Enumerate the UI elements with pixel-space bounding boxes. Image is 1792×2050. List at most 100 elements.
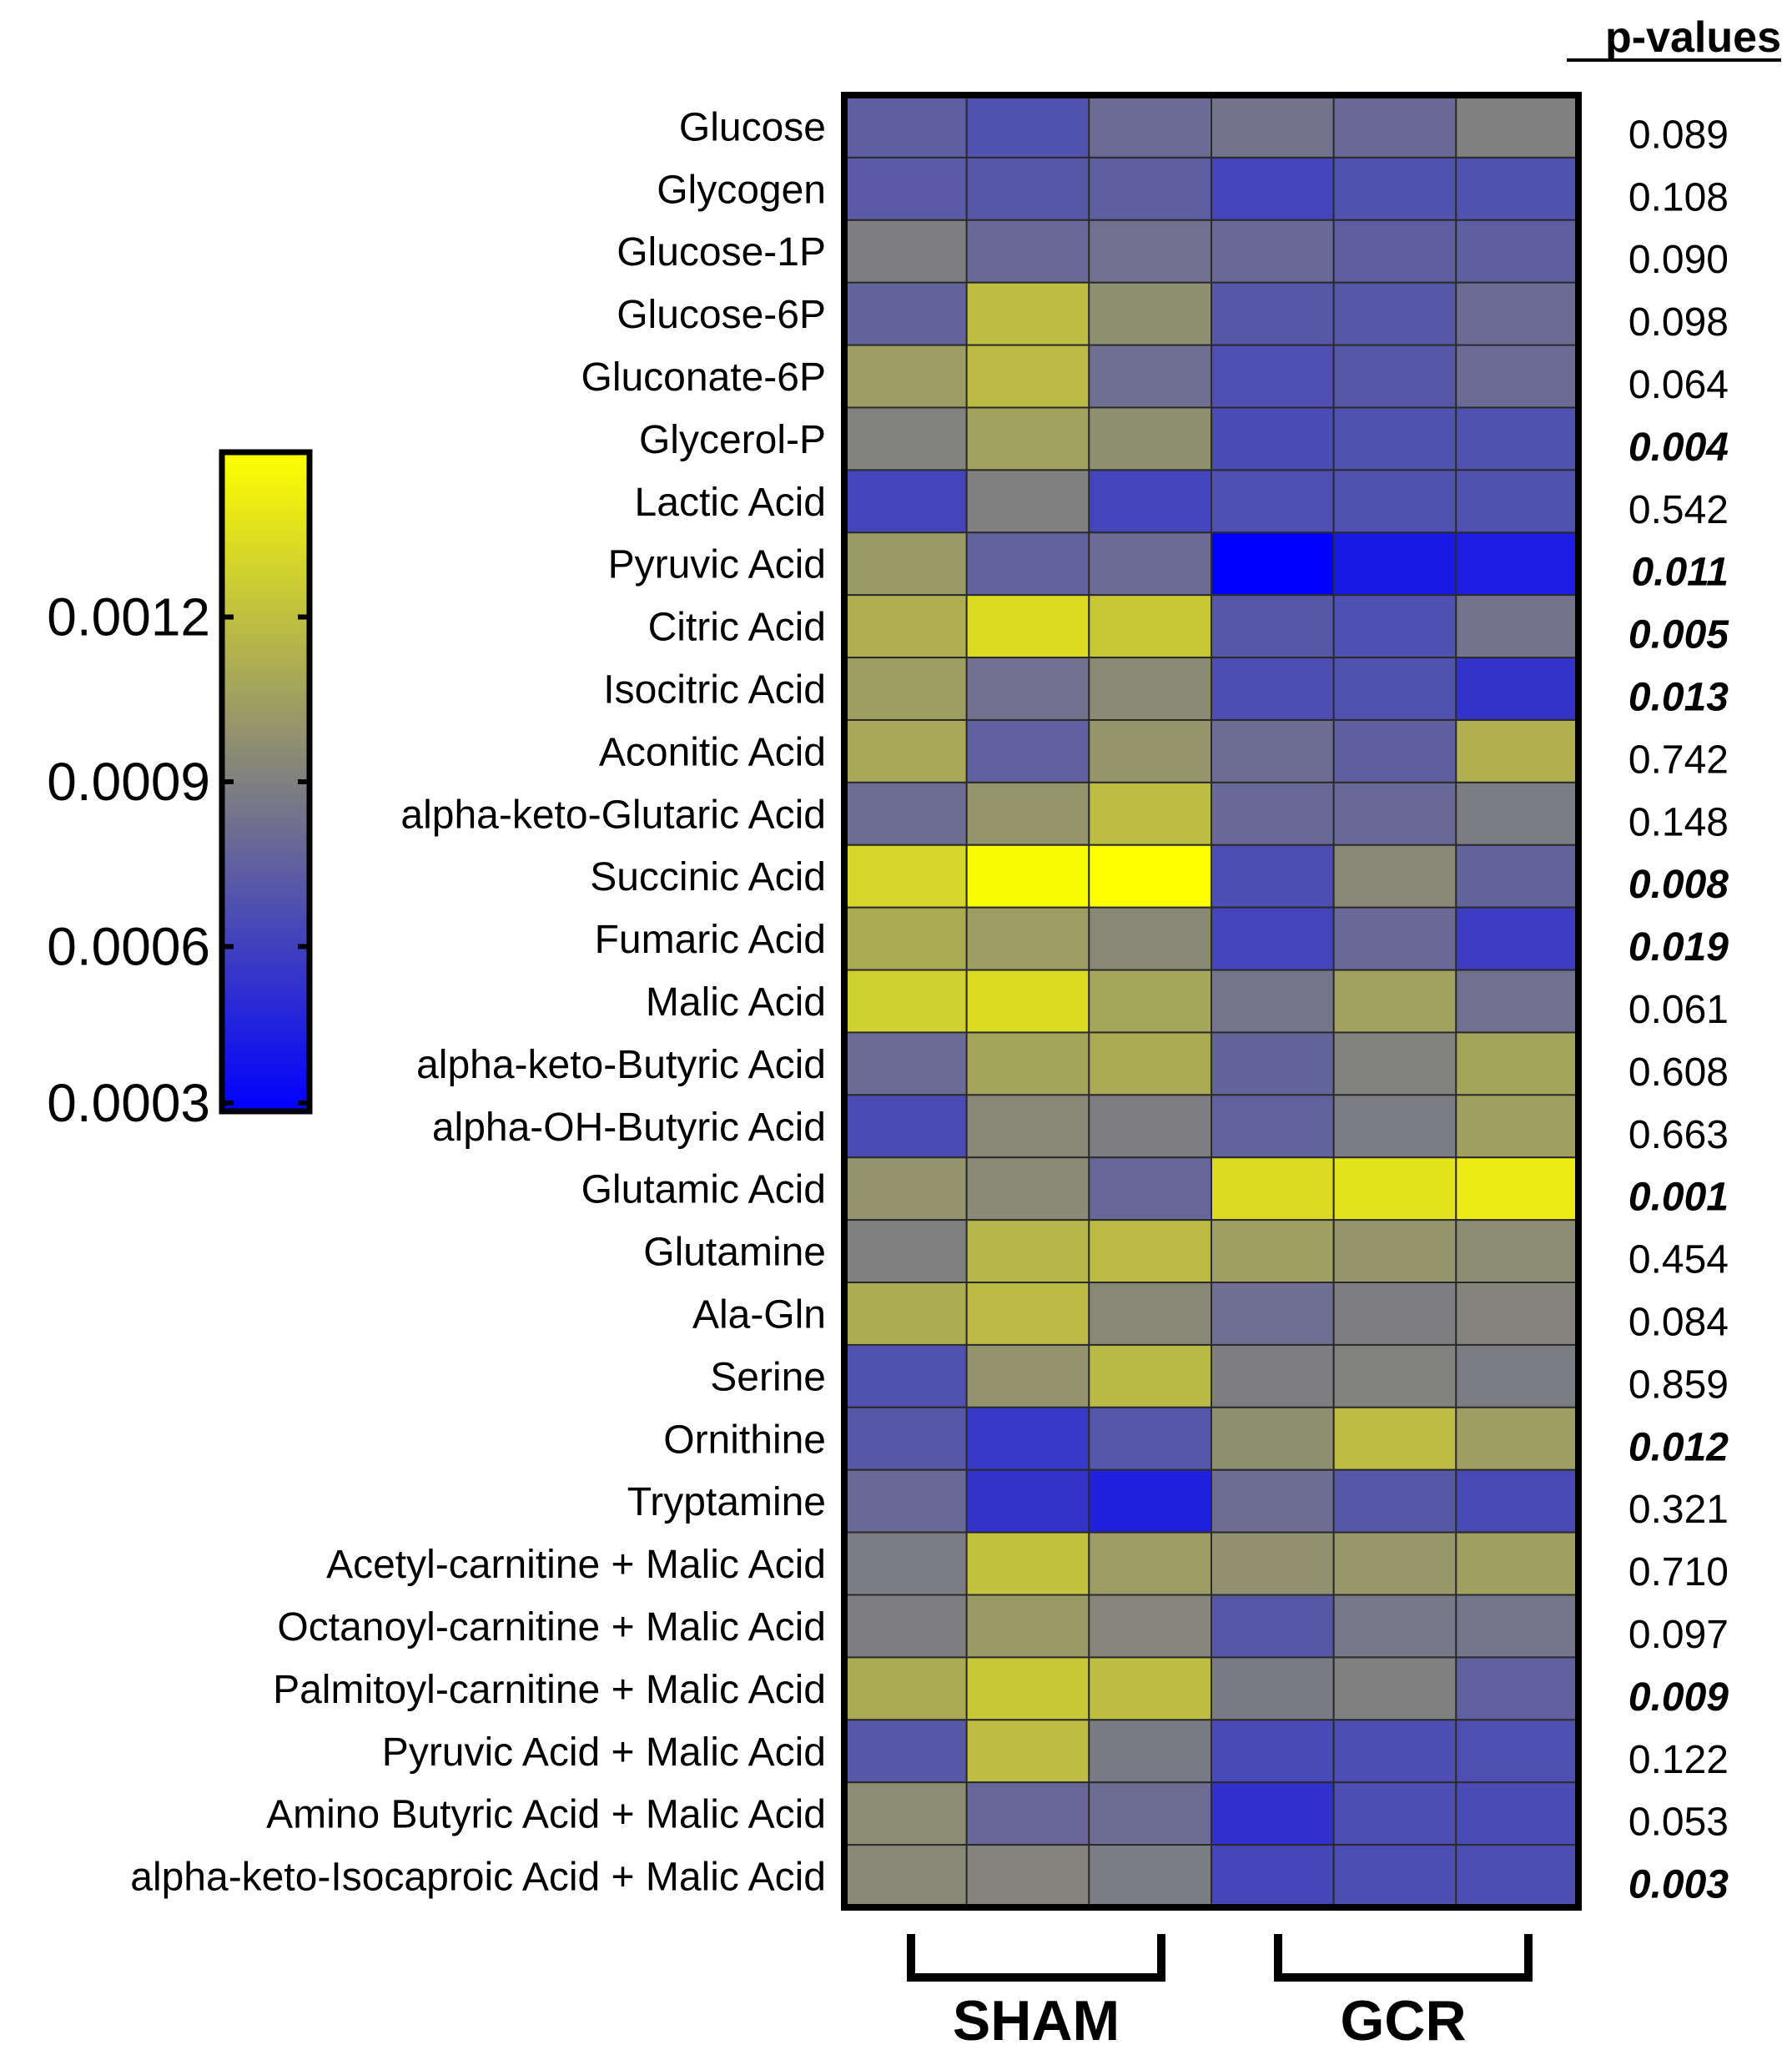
heatmap-cell — [1332, 1844, 1457, 1909]
heatmap-cell — [1455, 219, 1579, 284]
heatmap-cell — [1088, 781, 1212, 846]
colorbar-tick-label: 0.0012 — [47, 587, 210, 647]
p-values-header: p-values — [1605, 13, 1781, 62]
p-value: 0.148 — [1628, 800, 1729, 844]
heatmap-cell — [965, 906, 1090, 971]
heatmap-cell — [1088, 94, 1212, 159]
heatmap-cell — [965, 344, 1090, 409]
heatmap-cell — [843, 718, 968, 783]
heatmap-cell — [965, 281, 1090, 346]
row-label: Glucose-1P — [617, 230, 826, 275]
heatmap-cell — [843, 1531, 968, 1596]
heatmap-cell — [965, 94, 1090, 159]
colorbar-tick-label: 0.0009 — [47, 752, 210, 812]
p-value: 0.064 — [1628, 363, 1729, 407]
heatmap-cell — [1211, 1094, 1335, 1159]
heatmap-cell — [1455, 1219, 1579, 1284]
heatmap-cell — [1332, 844, 1457, 909]
heatmap-cell — [1211, 1719, 1335, 1784]
heatmap-cell — [1455, 406, 1579, 471]
p-value: 0.321 — [1628, 1488, 1729, 1532]
heatmap-cell — [1455, 531, 1579, 597]
p-value: 0.859 — [1628, 1362, 1729, 1407]
heatmap-cell — [1455, 1844, 1579, 1909]
row-label: Glutamic Acid — [581, 1168, 826, 1212]
heatmap-cell — [843, 594, 968, 659]
colorbar-tick-label: 0.0006 — [47, 917, 210, 977]
row-label: Aconitic Acid — [599, 730, 826, 774]
heatmap-cell — [1088, 1219, 1212, 1284]
heatmap-cell — [965, 1406, 1090, 1471]
p-value: 0.710 — [1628, 1550, 1729, 1594]
heatmap-cell — [1088, 344, 1212, 409]
heatmap-cell — [843, 781, 968, 846]
heatmap-cell — [1211, 594, 1335, 659]
heatmap-cell — [1332, 969, 1457, 1034]
p-value: 0.004 — [1628, 426, 1729, 470]
heatmap-cell — [1455, 1594, 1579, 1659]
p-value: 0.005 — [1628, 613, 1729, 657]
heatmap-cell — [1088, 718, 1212, 783]
group-label: GCR — [1340, 1989, 1466, 2050]
heatmap-cell — [843, 844, 968, 909]
heatmap-cell — [1455, 281, 1579, 346]
heatmap-cell — [843, 1406, 968, 1471]
heatmap-cell — [965, 156, 1090, 221]
heatmap-cell — [1332, 219, 1457, 284]
heatmap-cell — [1455, 344, 1579, 409]
heatmap-cell — [1332, 1594, 1457, 1659]
heatmap-cell — [1332, 1031, 1457, 1096]
heatmap-cell — [843, 344, 968, 409]
heatmap-cell — [1088, 1656, 1212, 1721]
heatmap-cell — [1455, 906, 1579, 971]
row-label: Citric Acid — [648, 606, 826, 650]
p-value: 0.012 — [1628, 1425, 1729, 1469]
heatmap-cell — [1332, 156, 1457, 221]
row-label: alpha-OH-Butyric Acid — [432, 1106, 826, 1150]
p-value: 0.013 — [1628, 676, 1729, 720]
heatmap-cell — [1455, 1781, 1579, 1846]
row-labels: Glucose Glycogen Glucose-1P Glucose-6P Gluco… — [130, 105, 826, 1899]
heatmap-cell — [965, 1781, 1090, 1846]
heatmap-cell — [1211, 906, 1335, 971]
heatmap-cell — [1088, 1343, 1212, 1408]
heatmap-cell — [1088, 281, 1212, 346]
heatmap-cell — [1455, 594, 1579, 659]
heatmap-cell — [1088, 1719, 1212, 1784]
p-value: 0.108 — [1628, 175, 1729, 219]
heatmap-cell — [1211, 1156, 1335, 1221]
p-value: 0.001 — [1628, 1176, 1729, 1220]
heatmap-cell — [1455, 657, 1579, 721]
heatmap-cell — [1211, 1656, 1335, 1721]
row-label: alpha-keto-Butyric Acid — [416, 1043, 826, 1087]
heatmap-cell — [1211, 1781, 1335, 1846]
heatmap-cell — [1455, 969, 1579, 1034]
heatmap-cell — [1211, 94, 1335, 159]
heatmap-cell — [1455, 781, 1579, 846]
heatmap-cell — [965, 657, 1090, 721]
row-label: Pyruvic Acid + Malic Acid — [382, 1730, 826, 1775]
heatmap-cell — [1332, 1656, 1457, 1721]
heatmap-cell — [843, 1343, 968, 1408]
row-label: Glycerol-P — [639, 418, 826, 462]
heatmap-border — [841, 92, 1582, 1911]
heatmap-cell — [1088, 1282, 1212, 1346]
heatmap-cell — [1211, 406, 1335, 471]
heatmap-cell — [1211, 1468, 1335, 1534]
row-label: Palmitoyl-carnitine + Malic Acid — [273, 1668, 826, 1712]
heatmap-cell — [1088, 657, 1212, 721]
heatmap-cell — [965, 1343, 1090, 1408]
p-value: 0.009 — [1628, 1675, 1729, 1720]
heatmap-cell — [1332, 1282, 1457, 1346]
heatmap-cell — [1455, 1468, 1579, 1534]
heatmap-cell — [843, 1656, 968, 1721]
heatmap-cell — [1455, 718, 1579, 783]
heatmap-cell — [1332, 1219, 1457, 1284]
heatmap-cell — [843, 1094, 968, 1159]
heatmap-cell — [1211, 344, 1335, 409]
heatmap-cell — [1088, 906, 1212, 971]
heatmap-cell — [1211, 781, 1335, 846]
row-label: Glucose-6P — [617, 293, 826, 337]
heatmap-cell — [1332, 1343, 1457, 1408]
heatmap-cell — [965, 1156, 1090, 1221]
